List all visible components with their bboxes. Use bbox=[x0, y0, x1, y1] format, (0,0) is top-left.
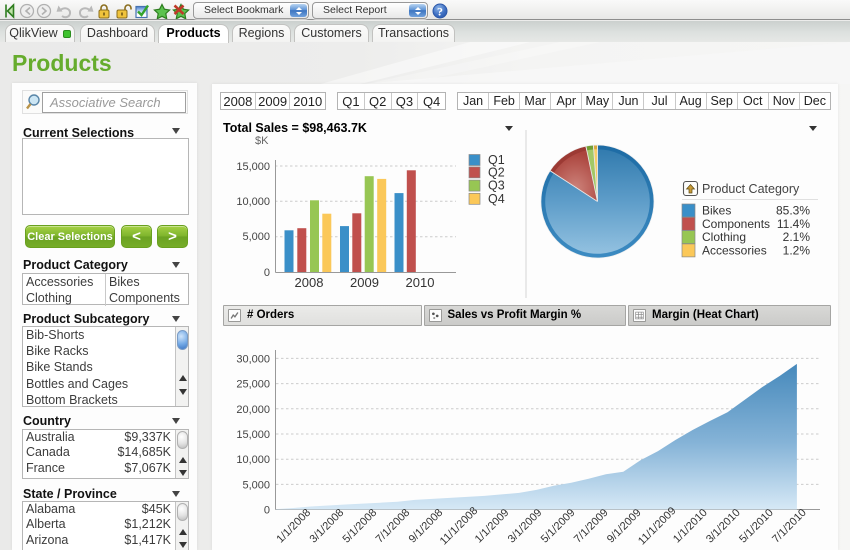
svg-text:Q4: Q4 bbox=[488, 192, 505, 206]
svg-text:5,000: 5,000 bbox=[242, 479, 270, 491]
svg-text:2009: 2009 bbox=[350, 275, 379, 290]
svg-text:10,000: 10,000 bbox=[236, 454, 270, 466]
svg-text:15,000: 15,000 bbox=[236, 429, 270, 441]
svg-text:Q2: Q2 bbox=[488, 165, 505, 179]
svg-text:?: ? bbox=[437, 5, 443, 19]
svg-text:10,000: 10,000 bbox=[236, 196, 270, 208]
svg-text:5/1/2010: 5/1/2010 bbox=[737, 507, 776, 546]
svg-text:Clothing: Clothing bbox=[702, 230, 746, 244]
svg-text:11/1/2009: 11/1/2009 bbox=[636, 505, 679, 548]
svg-text:1.2%: 1.2% bbox=[783, 243, 811, 257]
svg-text:0: 0 bbox=[264, 505, 270, 517]
svg-text:Product Category: Product Category bbox=[702, 182, 800, 196]
svg-text:Components: Components bbox=[702, 217, 770, 231]
svg-text:7/1/2008: 7/1/2008 bbox=[374, 507, 413, 546]
svg-text:7/1/2010: 7/1/2010 bbox=[770, 507, 809, 546]
svg-text:0: 0 bbox=[264, 267, 270, 279]
svg-text:2010: 2010 bbox=[406, 275, 435, 290]
svg-text:Accessories: Accessories bbox=[702, 243, 767, 257]
svg-text:25,000: 25,000 bbox=[236, 379, 270, 391]
svg-text:Bikes: Bikes bbox=[702, 204, 731, 218]
svg-text:30,000: 30,000 bbox=[236, 353, 270, 365]
svg-text:85.3%: 85.3% bbox=[776, 204, 810, 218]
svg-text:3/1/2009: 3/1/2009 bbox=[506, 507, 545, 546]
svg-text:Q1: Q1 bbox=[488, 153, 505, 167]
svg-text:20,000: 20,000 bbox=[236, 404, 270, 416]
svg-text:7/1/2009: 7/1/2009 bbox=[572, 507, 611, 546]
svg-text:Q3: Q3 bbox=[488, 179, 505, 193]
svg-text:11/1/2008: 11/1/2008 bbox=[438, 505, 481, 548]
svg-text:5/1/2009: 5/1/2009 bbox=[539, 507, 578, 546]
svg-text:3/1/2010: 3/1/2010 bbox=[704, 507, 743, 546]
svg-text:5,000: 5,000 bbox=[242, 231, 270, 243]
svg-text:1/1/2008: 1/1/2008 bbox=[274, 507, 313, 546]
svg-text:15,000: 15,000 bbox=[236, 161, 270, 173]
svg-text:2008: 2008 bbox=[295, 275, 324, 290]
svg-text:11.4%: 11.4% bbox=[777, 217, 810, 231]
svg-text:$K: $K bbox=[255, 135, 269, 147]
svg-text:2.1%: 2.1% bbox=[783, 230, 811, 244]
svg-text:5/1/2008: 5/1/2008 bbox=[340, 507, 379, 546]
svg-text:3/1/2008: 3/1/2008 bbox=[307, 507, 346, 546]
